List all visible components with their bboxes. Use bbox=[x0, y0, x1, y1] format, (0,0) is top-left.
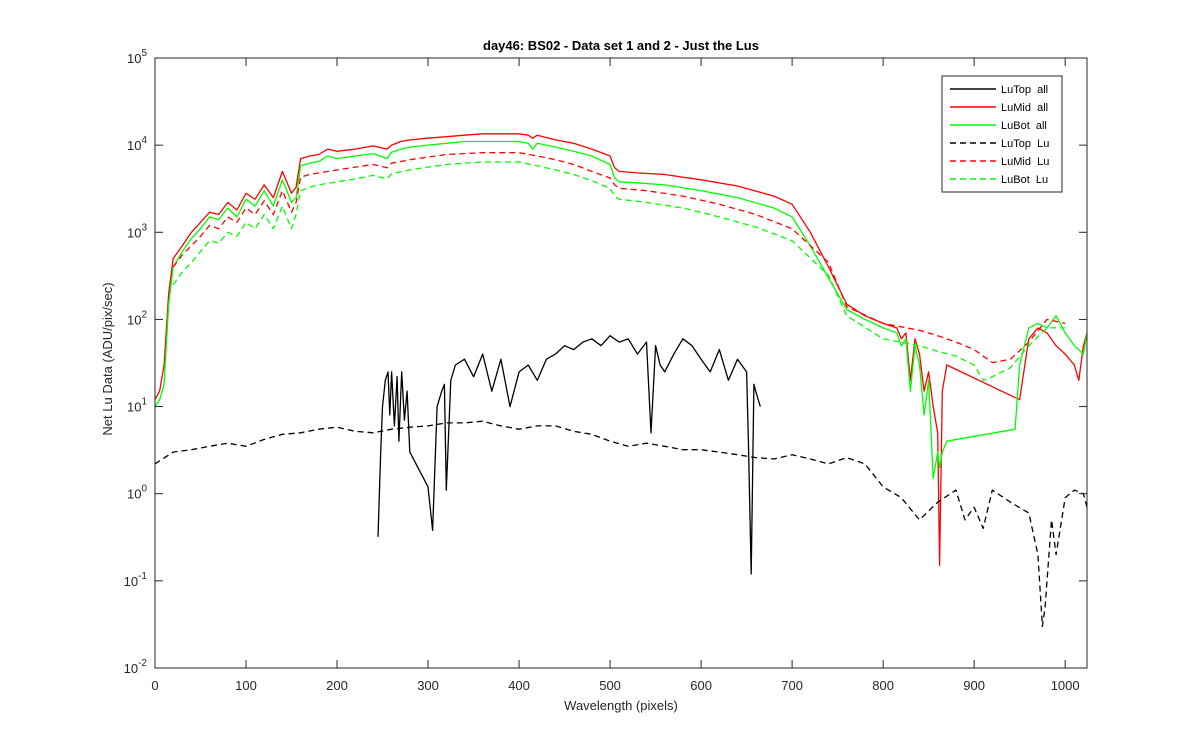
x-tick-label: 500 bbox=[599, 678, 621, 693]
y-tick-label: 105 bbox=[127, 48, 147, 66]
x-tick-label: 400 bbox=[508, 678, 530, 693]
series-line-2 bbox=[154, 133, 1088, 567]
x-tick-label: 800 bbox=[872, 678, 894, 693]
y-tick-label: 10-1 bbox=[124, 571, 148, 589]
chart-title: day46: BS02 - Data set 1 and 2 - Just th… bbox=[483, 38, 759, 53]
y-tick-label: 10-2 bbox=[124, 658, 148, 676]
series-line-3 bbox=[154, 140, 1088, 480]
legend-label: LuBot all bbox=[1001, 120, 1047, 132]
series-line-5 bbox=[172, 152, 1066, 364]
y-axis-label: Net Lu Data (ADU/pix/sec) bbox=[100, 282, 115, 435]
y-tick-label: 103 bbox=[127, 222, 147, 240]
x-tick-label: 0 bbox=[151, 678, 158, 693]
x-tick-label: 600 bbox=[690, 678, 712, 693]
legend: LuTop all LuMid all LuBot all LuTop Lu LuMid… bbox=[941, 75, 1063, 193]
y-tick-label: 100 bbox=[127, 484, 147, 502]
legend-label: LuMid Lu bbox=[1001, 156, 1049, 168]
x-tick-label: 900 bbox=[963, 678, 985, 693]
x-tick-label: 200 bbox=[326, 678, 348, 693]
legend-label: LuTop Lu bbox=[1001, 138, 1049, 150]
plot-area: 0 100 200 300 400 500 600 700 800 900 1000 10-2 10-1… bbox=[124, 48, 1088, 693]
legend-label: LuTop all bbox=[1001, 84, 1048, 96]
y-tick-label: 102 bbox=[127, 309, 147, 327]
x-tick-label: 700 bbox=[781, 678, 803, 693]
axes-box bbox=[154, 57, 1088, 669]
series-line-4 bbox=[154, 420, 1088, 628]
x-tick-label: 100 bbox=[235, 678, 257, 693]
x-axis-label: Wavelength (pixels) bbox=[564, 698, 678, 713]
legend-label: LuBot Lu bbox=[1001, 174, 1048, 186]
series-line-1 bbox=[377, 335, 761, 575]
x-tick-label: 1000 bbox=[1051, 678, 1080, 693]
legend-box bbox=[941, 75, 1063, 193]
x-tick-label: 300 bbox=[417, 678, 439, 693]
y-tick-label: 101 bbox=[127, 397, 147, 415]
y-tick-label: 104 bbox=[127, 135, 147, 153]
legend-label: LuMid all bbox=[1001, 102, 1048, 114]
